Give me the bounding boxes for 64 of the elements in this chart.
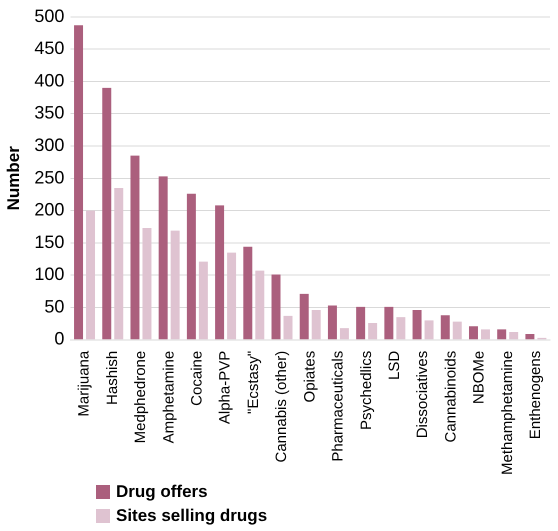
y-tick-label: 450	[34, 38, 64, 58]
bar	[440, 315, 450, 340]
legend-label: Sites selling drugs	[116, 506, 268, 526]
x-tick-label: Cocaine	[188, 350, 206, 406]
bar	[102, 88, 112, 340]
y-tick-label: 100	[34, 264, 64, 284]
bar	[114, 188, 124, 340]
x-tick-label: Alpha-PVP	[216, 350, 234, 424]
bar	[86, 210, 96, 340]
bar	[509, 332, 518, 340]
bar	[142, 228, 152, 340]
x-tick-label: Opiates	[301, 350, 318, 402]
bar	[158, 176, 168, 340]
bar	[130, 156, 140, 340]
x-tick-label: Methamphetamine	[498, 350, 516, 475]
bar	[497, 329, 506, 340]
bar	[227, 252, 236, 340]
bar	[356, 306, 366, 340]
x-tick-label: Amphetamine	[160, 350, 178, 444]
bar	[525, 334, 534, 340]
bar	[284, 316, 292, 340]
x-tick-label: LSD	[386, 350, 403, 380]
bar	[452, 322, 462, 340]
bar	[368, 322, 378, 340]
y-tick-label: 350	[34, 102, 64, 123]
bar	[74, 25, 84, 340]
x-tick-label: "Ecstasy"	[244, 350, 262, 414]
bar	[468, 326, 478, 340]
bar	[480, 329, 490, 340]
bar	[198, 262, 208, 340]
y-tick-label: 150	[34, 232, 64, 252]
y-tick-label: 50	[44, 296, 64, 316]
bar	[424, 320, 434, 340]
x-tick-label: NBOMe	[470, 350, 488, 404]
y-tick-label: 250	[34, 167, 64, 188]
y-tick-label: 400	[34, 70, 64, 90]
x-tick-label: Marijuana	[76, 350, 93, 417]
x-tick-label: Dissociatives	[414, 350, 432, 438]
bar	[396, 317, 406, 340]
bar	[384, 306, 394, 340]
y-tick-label: 200	[34, 200, 64, 220]
bar	[243, 246, 252, 340]
bar	[186, 194, 196, 340]
x-tick-label: Hashish	[104, 350, 121, 405]
y-tick-label: 500	[34, 6, 64, 26]
x-tick-label: Cannabis (other)	[273, 350, 290, 462]
y-tick-label: 0	[54, 328, 64, 349]
y-axis-title: Number	[4, 146, 23, 210]
bar	[328, 306, 337, 340]
y-tick-label: 300	[34, 134, 64, 155]
bar	[272, 274, 281, 340]
legend-label: Drug offers	[116, 482, 208, 502]
bar	[255, 270, 264, 340]
bar	[170, 230, 180, 340]
x-tick-label: Enthenogens	[527, 350, 544, 440]
x-tick-label: Medphedrone	[132, 350, 150, 444]
bar	[300, 294, 309, 340]
x-tick-label: Pharmaceuticals	[330, 350, 347, 462]
bar	[215, 205, 224, 340]
bar	[340, 328, 349, 340]
bar	[312, 310, 321, 340]
x-tick-label: Cannabinoids	[442, 350, 460, 443]
x-tick-label: Psychedlics	[358, 350, 375, 430]
bar	[412, 310, 422, 340]
